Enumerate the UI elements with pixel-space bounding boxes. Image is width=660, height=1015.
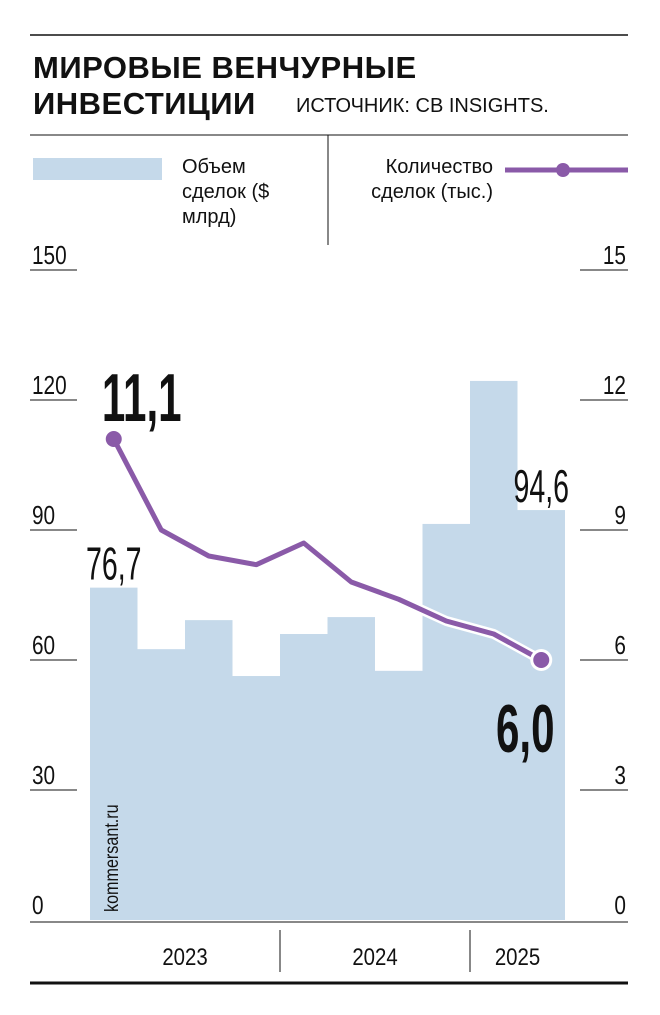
x-group-label: 2023: [162, 943, 207, 970]
data-label: 11,1: [102, 360, 182, 436]
bar: [327, 617, 375, 920]
bar: [137, 649, 185, 920]
bar: [517, 510, 565, 920]
y-tick-label: 120: [32, 371, 67, 400]
x-group-label: 2024: [352, 943, 397, 970]
data-label: 76,7: [86, 539, 142, 591]
bar: [185, 620, 233, 920]
y2-tick-label: 3: [614, 761, 626, 790]
y2-tick-label: 6: [614, 631, 626, 660]
point: [105, 431, 122, 447]
data-label: 6,0: [496, 691, 555, 767]
y-tick-label: 90: [32, 501, 55, 530]
data-label: 94,6: [513, 461, 569, 513]
point: [533, 652, 550, 668]
bar: [280, 634, 328, 920]
legend-dot: [556, 163, 570, 177]
y-tick-label: 60: [32, 631, 55, 660]
y-tick-label: 0: [32, 891, 44, 920]
bar: [470, 380, 518, 920]
bar: [232, 676, 280, 920]
chart-title: МИРОВЫЕ ВЕНЧУРНЫЕ ИНВЕСТИЦИИ: [33, 50, 417, 121]
bar: [90, 587, 138, 920]
y-tick-label: 30: [32, 761, 55, 790]
y2-tick-label: 15: [603, 241, 626, 270]
y-tick-label: 150: [32, 241, 67, 270]
legend-label: Количество сделок (тыс.): [371, 156, 493, 203]
line: [111, 437, 543, 663]
bar: [422, 523, 470, 920]
bar: [375, 670, 423, 920]
y2-tick-label: 9: [614, 501, 626, 530]
watermark: kommersant.ru: [101, 804, 123, 912]
x-group-label: 2025: [495, 943, 540, 970]
source: ИСТОЧНИК: CB INSIGHTS.: [296, 95, 549, 117]
legend-label: Объем сделок ($ млрд): [182, 156, 270, 228]
legend-swatch: [33, 158, 162, 180]
y2-tick-label: 0: [614, 891, 626, 920]
y2-tick-label: 12: [603, 371, 626, 400]
